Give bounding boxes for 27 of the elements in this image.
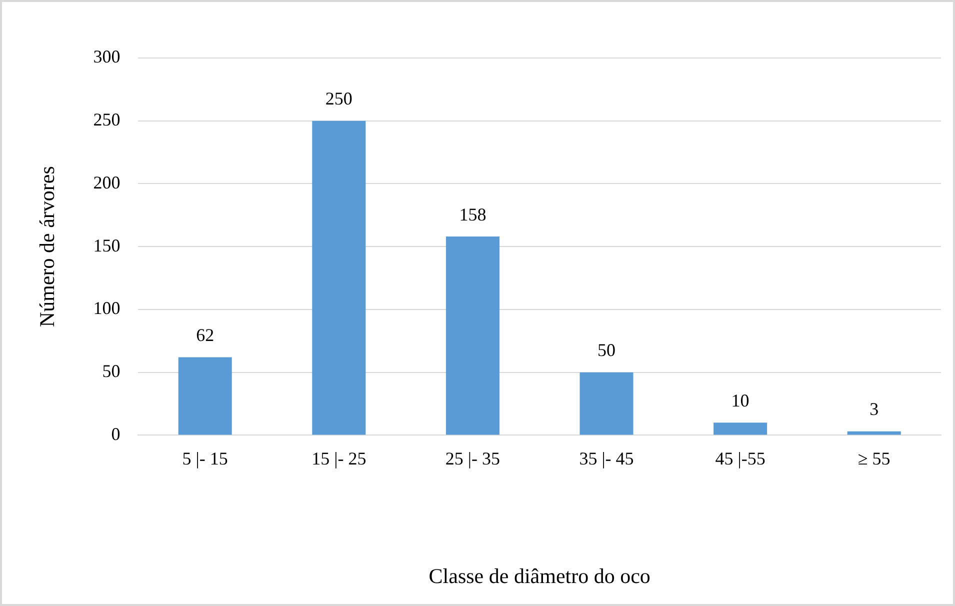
x-tick-label: 45 |-55 xyxy=(715,448,766,469)
y-tick-label: 0 xyxy=(111,424,120,444)
data-label: 62 xyxy=(196,324,214,345)
y-axis-title: Número de árvores xyxy=(35,166,60,328)
x-tick-label: 35 |- 45 xyxy=(579,448,634,469)
data-label: 3 xyxy=(870,399,879,420)
x-tick-label: ≥ 55 xyxy=(858,448,890,469)
data-label: 158 xyxy=(459,204,486,224)
y-tick-label: 250 xyxy=(93,110,120,130)
data-label: 250 xyxy=(325,88,352,109)
x-tick-label: 15 |- 25 xyxy=(312,448,366,469)
x-tick-label: 5 |- 15 xyxy=(182,448,228,469)
y-tick-label: 150 xyxy=(93,235,120,256)
y-tick-label: 100 xyxy=(93,298,120,318)
y-tick-label: 50 xyxy=(102,361,120,382)
data-label: 10 xyxy=(731,390,750,410)
y-tick-label: 300 xyxy=(93,46,120,67)
x-axis-title: Classe de diâmetro do oco xyxy=(428,564,650,588)
bar xyxy=(312,120,366,435)
y-tick-label: 200 xyxy=(93,172,120,192)
bar xyxy=(714,422,768,435)
x-tick-label: 25 |- 35 xyxy=(445,448,500,469)
bar xyxy=(847,431,901,435)
bar xyxy=(446,236,500,435)
data-label: 50 xyxy=(598,340,616,360)
bar xyxy=(580,372,634,435)
bar xyxy=(178,357,232,435)
